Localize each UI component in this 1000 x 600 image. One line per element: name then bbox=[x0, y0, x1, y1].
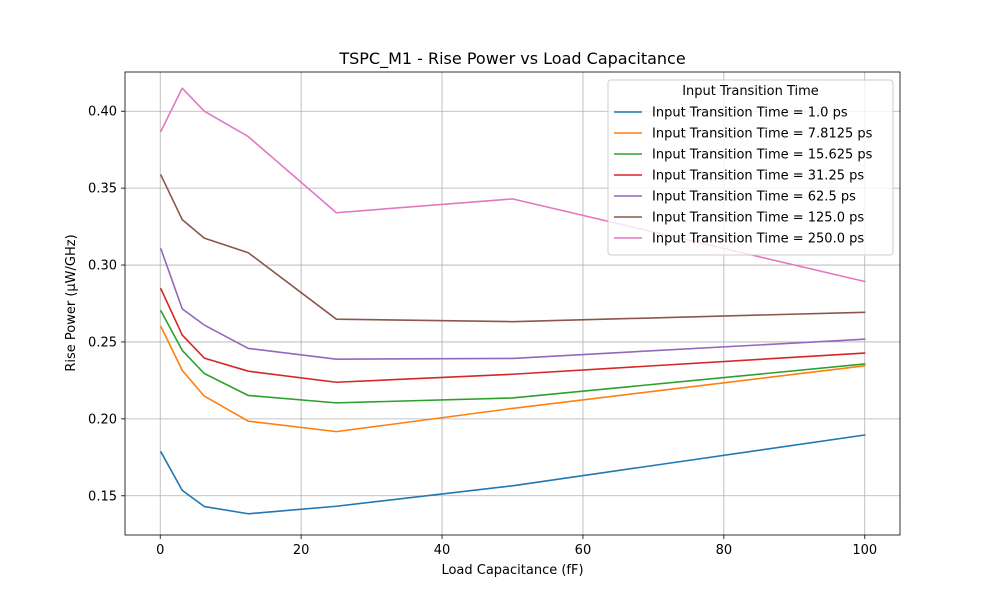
series-line-6 bbox=[160, 174, 866, 323]
legend: Input Transition Time Input Transition T… bbox=[607, 79, 894, 256]
x-tick-label: 20 bbox=[293, 543, 310, 558]
x-tick-label: 100 bbox=[852, 543, 877, 558]
legend-label: Input Transition Time = 31.25 ps bbox=[652, 169, 864, 184]
legend-box bbox=[607, 79, 894, 256]
legend-entry: Input Transition Time = 31.25 ps bbox=[614, 169, 864, 184]
series-line-3 bbox=[160, 310, 866, 404]
legend-label: Input Transition Time = 250.0 ps bbox=[652, 232, 864, 247]
y-tick-label: 0.40 bbox=[88, 105, 117, 120]
legend-entries: Input Transition Time = 1.0 ps Input Tran… bbox=[614, 106, 873, 247]
legend-entry: Input Transition Time = 62.5 ps bbox=[614, 190, 856, 205]
x-tick-label: 0 bbox=[156, 543, 164, 558]
series-lines bbox=[160, 87, 866, 515]
y-axis: 0.15 0.20 0.25 0.30 0.35 0.40 bbox=[88, 105, 125, 504]
x-tick-label: 40 bbox=[434, 543, 451, 558]
series-line-5 bbox=[160, 248, 866, 360]
y-tick-label: 0.25 bbox=[88, 335, 117, 350]
legend-entry: Input Transition Time = 125.0 ps bbox=[614, 211, 864, 226]
plot-frame bbox=[124, 71, 901, 536]
series-line-7 bbox=[160, 87, 866, 283]
x-axis-label: Load Capacitance (fF) bbox=[441, 563, 583, 578]
y-tick-label: 0.30 bbox=[88, 259, 117, 274]
series-line-4 bbox=[160, 288, 866, 384]
x-axis: 0 20 40 60 80 100 bbox=[156, 535, 877, 558]
legend-entry: Input Transition Time = 250.0 ps bbox=[614, 232, 864, 247]
legend-label: Input Transition Time = 125.0 ps bbox=[652, 211, 864, 226]
y-axis-label: Rise Power (µW/GHz) bbox=[64, 234, 79, 371]
legend-label: Input Transition Time = 1.0 ps bbox=[652, 106, 848, 121]
legend-label: Input Transition Time = 15.625 ps bbox=[652, 148, 873, 163]
legend-entry: Input Transition Time = 1.0 ps bbox=[614, 106, 848, 121]
legend-label: Input Transition Time = 7.8125 ps bbox=[652, 127, 873, 142]
series-line-2 bbox=[160, 325, 866, 433]
legend-entry: Input Transition Time = 15.625 ps bbox=[614, 148, 873, 163]
y-tick-label: 0.15 bbox=[88, 489, 117, 504]
y-tick-label: 0.35 bbox=[88, 182, 117, 197]
series-line-1 bbox=[160, 434, 866, 515]
legend-label: Input Transition Time = 62.5 ps bbox=[652, 190, 856, 205]
x-tick-label: 80 bbox=[716, 543, 733, 558]
legend-entry: Input Transition Time = 7.8125 ps bbox=[614, 127, 873, 142]
chart-title: TSPC_M1 - Rise Power vs Load Capacitance bbox=[338, 49, 685, 69]
legend-title: Input Transition Time bbox=[682, 84, 819, 99]
x-tick-label: 60 bbox=[575, 543, 592, 558]
y-tick-label: 0.20 bbox=[88, 412, 117, 427]
